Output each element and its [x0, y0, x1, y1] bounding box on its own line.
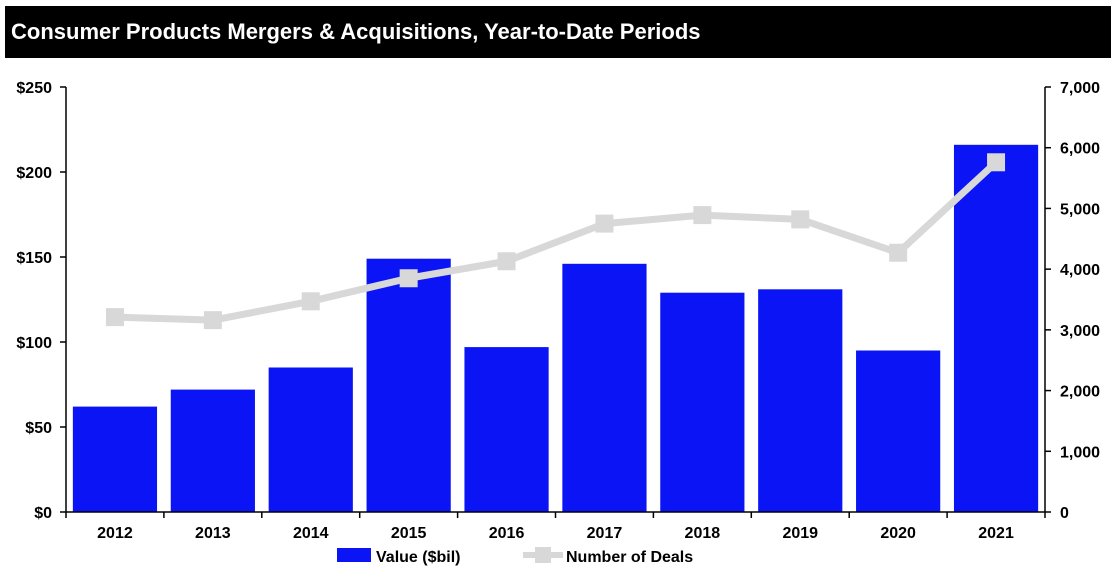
left-axis-tick-label: $100	[16, 335, 52, 352]
x-axis-label-2018: 2018	[685, 525, 721, 542]
deals-marker-2019	[791, 210, 810, 229]
right-axis-tick-label: 3,000	[1060, 323, 1100, 340]
left-axis-tick-label: $200	[16, 165, 52, 182]
deals-marker-2016	[497, 252, 516, 271]
deals-marker-2021	[987, 153, 1006, 172]
right-axis-tick-label: 5,000	[1060, 201, 1100, 218]
value-bar-2016	[464, 347, 549, 512]
deals-marker-2018	[693, 206, 712, 225]
value-bar-2019	[758, 289, 843, 512]
left-axis-tick-label: $150	[16, 250, 52, 267]
legend-label-value: Value ($bil)	[376, 549, 460, 566]
value-bar-2020	[856, 350, 941, 512]
value-bar-2014	[268, 367, 353, 512]
right-axis-tick-label: 4,000	[1060, 262, 1100, 279]
x-axis-label-2014: 2014	[293, 525, 329, 542]
legend-marker-deals	[535, 547, 551, 563]
right-axis-tick-label: 7,000	[1060, 80, 1100, 97]
right-axis-tick-label: 1,000	[1060, 444, 1100, 461]
right-axis-tick-label: 6,000	[1060, 141, 1100, 158]
legend: Value ($bil) Number of Deals	[337, 547, 693, 566]
x-axis-label-2013: 2013	[195, 525, 231, 542]
chart-title: Consumer Products Mergers & Acquisitions…	[11, 19, 701, 44]
deals-marker-2015	[399, 269, 418, 288]
left-axis-tick-label: $250	[16, 80, 52, 97]
value-bar-2013	[170, 389, 255, 512]
legend-swatch-value	[337, 548, 371, 562]
value-bar-2021	[953, 144, 1039, 513]
legend-label-deals: Number of Deals	[566, 549, 693, 566]
deals-line	[114, 159, 999, 324]
chart-title-bar: Consumer Products Mergers & Acquisitions…	[5, 6, 1111, 58]
x-axis-label-2020: 2020	[880, 525, 916, 542]
x-axis-label-2012: 2012	[97, 525, 133, 542]
value-bar-2017	[562, 263, 647, 512]
deals-marker-2012	[105, 308, 124, 327]
left-axis-tick-label: $50	[25, 420, 52, 437]
axes-layer: $0 $50 $100 $150 $200 $250 0 1,000 2,000 3,000 4,0…	[16, 80, 1100, 542]
x-axis-label-2017: 2017	[587, 525, 623, 542]
value-bar-2018	[660, 292, 745, 512]
value-bar-2012	[72, 406, 158, 512]
left-axis-tick-label: $0	[34, 505, 52, 522]
x-axis-label-2019: 2019	[782, 525, 818, 542]
deals-line-layer	[105, 153, 1006, 330]
deals-marker-2017	[595, 214, 614, 233]
right-axis-tick-label: 2,000	[1060, 384, 1100, 401]
value-bar-2015	[366, 258, 451, 512]
bars-layer	[72, 144, 1039, 513]
x-axis-label-2016: 2016	[489, 525, 525, 542]
deals-marker-2020	[889, 243, 908, 262]
x-axis-label-2015: 2015	[391, 525, 427, 542]
x-axis-label-2021: 2021	[978, 525, 1014, 542]
deals-marker-2014	[301, 292, 320, 311]
right-axis-tick-label: 0	[1060, 505, 1069, 522]
deals-marker-2013	[203, 311, 222, 330]
